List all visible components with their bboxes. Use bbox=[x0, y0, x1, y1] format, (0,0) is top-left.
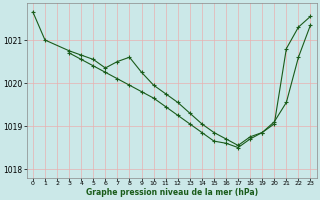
X-axis label: Graphe pression niveau de la mer (hPa): Graphe pression niveau de la mer (hPa) bbox=[86, 188, 258, 197]
